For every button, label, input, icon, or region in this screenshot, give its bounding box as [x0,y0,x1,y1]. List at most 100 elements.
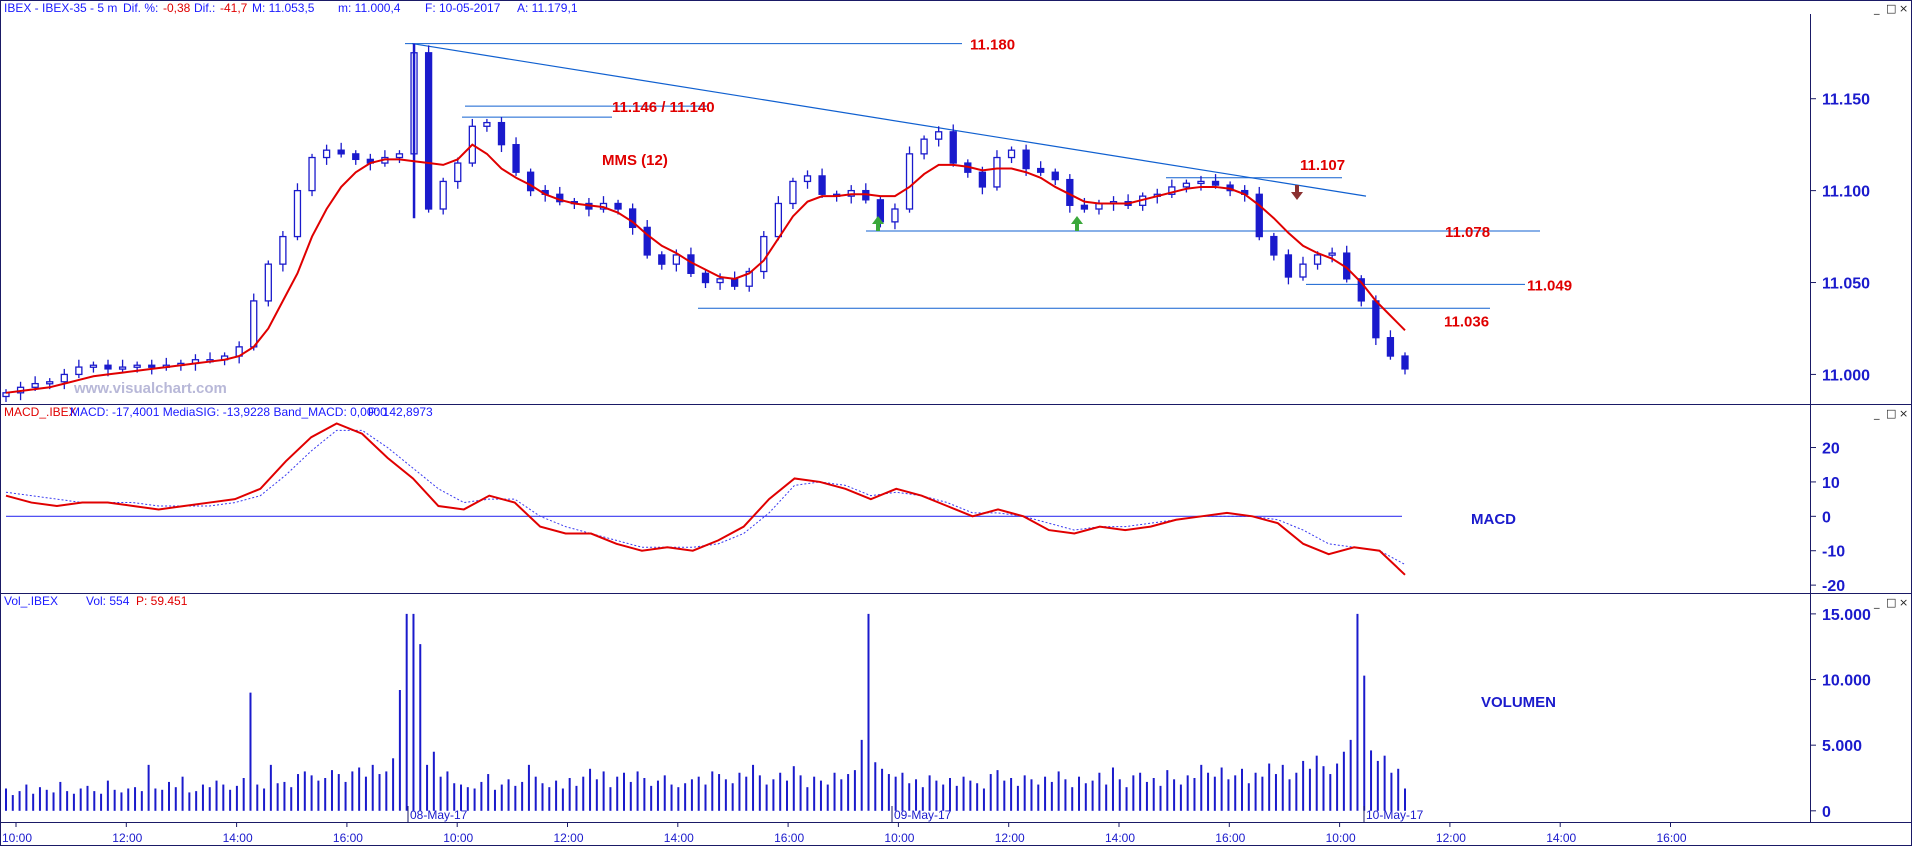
price-header: IBEX - IBEX-35 - 5 m Dif. %: -0,38 Dif.:… [4,1,578,15]
candle-body [148,364,156,368]
minimize-icon[interactable]: _ [1873,2,1880,15]
macd-header-values: MACD: -17,4001 MediaSIG: -13,9228 Band_M… [70,405,387,419]
candle-body [935,131,943,140]
candle-body [293,189,302,238]
volume-title: VOLUMEN [1481,694,1556,711]
down-arrow-icon [1291,185,1303,200]
candle-body [774,202,783,238]
time-tick-label: 12:00 [112,831,142,845]
level-label: 11.146 / 11.140 [612,99,715,116]
candle-body [1197,180,1205,185]
price-y-tick-label: 11.050 [1822,276,1870,293]
time-tick-label: 10:00 [884,831,914,845]
candle-body [1080,204,1089,210]
level-label: 11.107 [1300,157,1345,174]
candle-body [993,156,1001,188]
level-label: 11.180 [970,37,1015,54]
price-window-buttons: _ □ × [1873,2,1908,15]
close-icon[interactable]: × [1899,2,1908,15]
candle-body [716,278,724,284]
time-tick-label: 12:00 [554,831,584,845]
price-y-tick-label: 11.000 [1822,367,1870,384]
candle-body [104,364,112,370]
candle-body [46,381,54,385]
maximize-icon[interactable]: □ [1886,596,1896,609]
time-tick-label: 10:00 [1326,831,1356,845]
price-header-difpct: -0,38 [163,1,191,15]
maximize-icon[interactable]: □ [1886,2,1896,15]
macd-signal-line [5,429,1406,565]
time-tick-label: 14:00 [1546,831,1576,845]
price-panel: 11.000 11.050 11.100 11.150 11.180 11.146 / 1… [2,37,1870,402]
volume-y-tick-label: 10.000 [1822,673,1871,690]
time-tick-label: 16:00 [333,831,363,845]
candle-body [1401,355,1409,370]
watermark: www.visualchart.com [73,380,227,397]
candle-body [1211,180,1220,186]
candle-body [803,175,812,183]
candle-body [60,373,68,383]
candle-body [526,171,535,192]
volume-y-tick-label: 15.000 [1822,607,1871,624]
candle-body [1372,300,1380,339]
candle-body [1328,252,1336,256]
candle-body [818,175,826,195]
macd-line [5,422,1406,576]
candle-body [1270,235,1278,256]
candle-body [133,364,141,368]
time-tick-label: 14:00 [664,831,694,845]
volume-header-values: Vol: 554 [86,594,130,608]
volume-header: Vol_.IBEX Vol: 554 P: 59.451 [4,594,188,608]
volume-header-label: Vol_.IBEX [4,594,58,608]
macd-header-p: P: 142,8973 [368,405,433,419]
candle-body [75,366,83,376]
minimize-icon[interactable]: _ [1873,596,1880,609]
trendline [411,42,1367,197]
candle-body [31,382,39,388]
macd-header-label: MACD_.IBEX [4,405,77,419]
volume-window-buttons: _ □ × [1873,596,1908,609]
candle-body [1255,193,1263,238]
candle-body [658,254,666,265]
time-tick-label: 16:00 [774,831,804,845]
candle-body [1284,254,1293,278]
price-y-tick-label: 11.150 [1822,92,1870,109]
candle-body [1037,167,1045,173]
candle-body [454,162,462,183]
macd-y-tick-label: -20 [1822,578,1845,595]
close-icon[interactable]: × [1899,407,1908,420]
price-header-dif: -41,7 [220,1,248,15]
candle-body [789,180,797,205]
macd-y-tick-label: 0 [1822,509,1831,526]
candle-body [395,153,404,159]
price-header-dif-label: Dif.: [194,1,215,15]
candle-body [264,263,272,302]
date-label: 08-May-17 [410,808,468,822]
candle-body [643,226,651,256]
candle-body [1299,263,1307,278]
candle-body [352,153,360,161]
candle-body [483,121,491,127]
candle-body [760,235,768,273]
candle-body [322,149,331,159]
candle-body [308,156,316,192]
macd-title: MACD [1471,511,1516,528]
candle-body [497,121,506,146]
candle-body [745,270,753,287]
time-tick-label: 14:00 [223,831,253,845]
price-header-difpct-label: Dif. %: [123,1,158,15]
candle-body [614,202,622,210]
macd-panel: -20 -10 0 10 20 [5,422,1845,595]
mms-line [5,143,1406,394]
maximize-icon[interactable]: □ [1886,407,1896,420]
time-tick-label: 16:00 [1657,831,1687,845]
candle-body [1022,149,1030,170]
up-arrow-icon [1071,216,1083,231]
close-icon[interactable]: × [1899,596,1908,609]
level-label: 11.036 [1444,313,1489,330]
minimize-icon[interactable]: _ [1873,407,1880,420]
price-header-a: A: 11.179,1 [517,1,578,15]
price-header-m2: m: 11.000,4 [338,1,401,15]
candle-body [672,254,681,265]
